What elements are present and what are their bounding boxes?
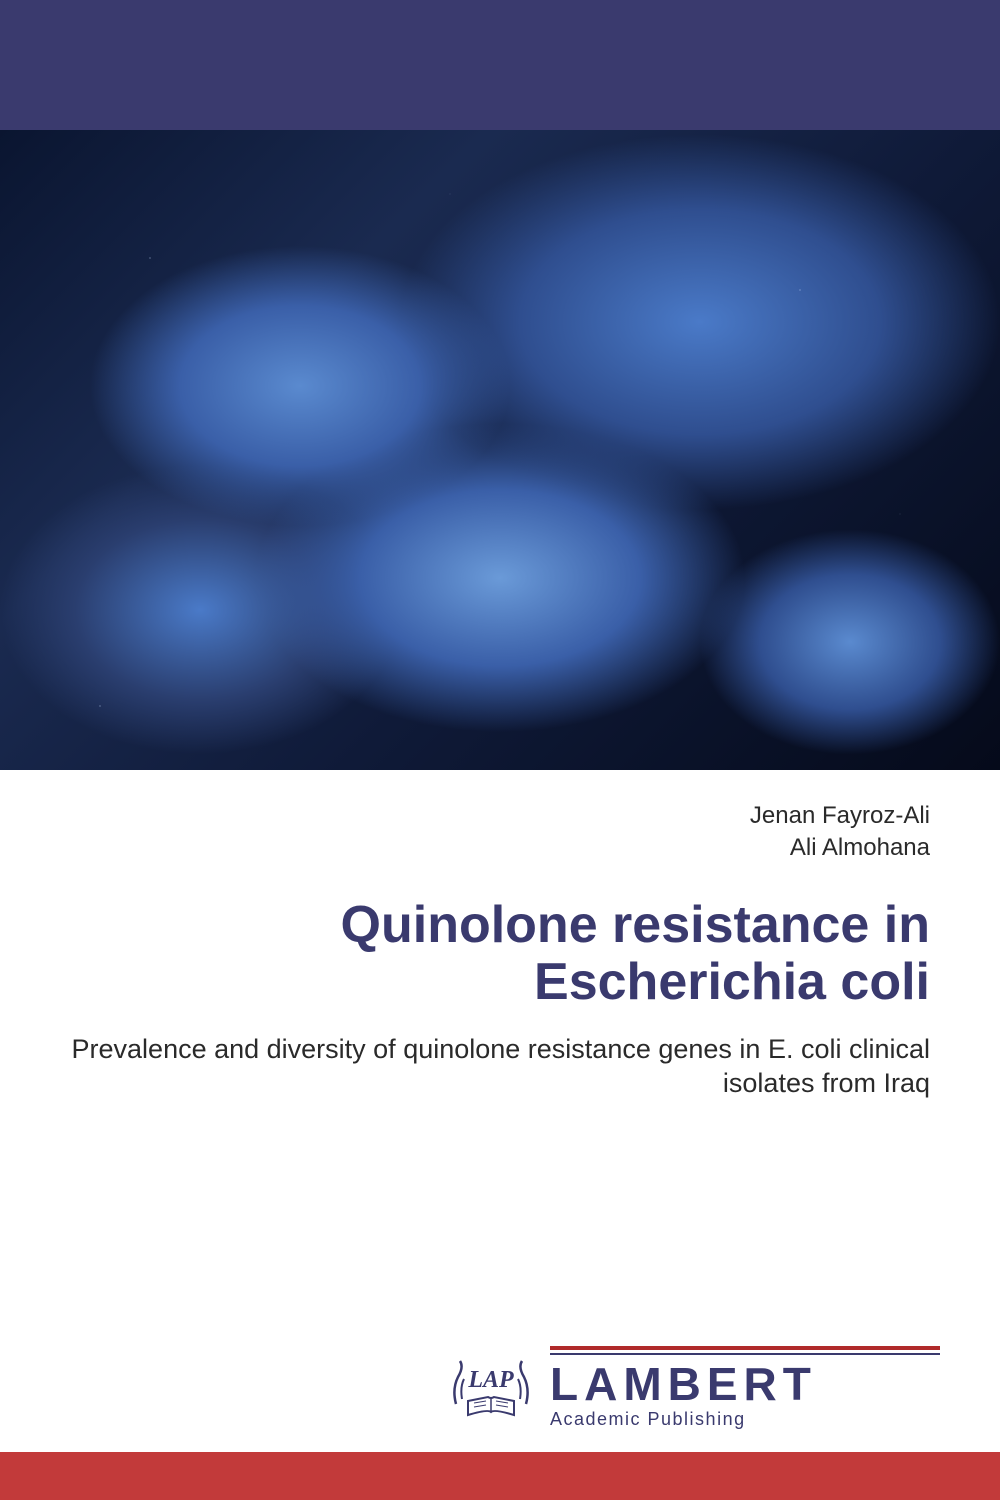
book-title: Quinolone resistance in Escherichia coli [70, 897, 930, 1011]
publisher-block: LAP LAMBERT Academic Publishing [446, 1346, 940, 1430]
top-color-bar [0, 0, 1000, 130]
book-subtitle: Prevalence and diversity of quinolone re… [70, 1033, 930, 1101]
publisher-accent-line-2 [550, 1353, 940, 1355]
cover-hero-image [0, 130, 1000, 770]
publisher-accent-line [550, 1346, 940, 1350]
author-line-2: Ali Almohana [70, 832, 930, 864]
publisher-tagline: Academic Publishing [550, 1409, 940, 1430]
svg-text:LAP: LAP [467, 1367, 514, 1393]
bottom-color-bar [0, 1452, 1000, 1500]
publisher-name: LAMBERT [550, 1361, 940, 1407]
authors-block: Jenan Fayroz-Ali Ali Almohana [70, 800, 930, 865]
author-line-1: Jenan Fayroz-Ali [70, 800, 930, 832]
cover-text-block: Jenan Fayroz-Ali Ali Almohana Quinolone … [0, 800, 1000, 1101]
publisher-text-wrap: LAMBERT Academic Publishing [550, 1346, 940, 1430]
publisher-badge-icon: LAP [446, 1349, 536, 1427]
